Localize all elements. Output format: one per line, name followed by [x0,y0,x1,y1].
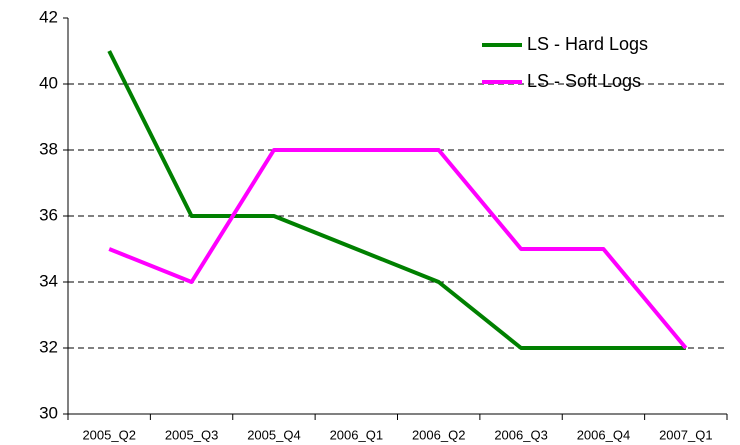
y-tick-label: 32 [39,337,58,356]
series-line [107,50,686,350]
y-tick-label: 36 [39,205,58,224]
x-tick-label: 2007_Q1 [659,427,713,442]
x-tick-label: 2006_Q1 [330,427,384,442]
y-tick-label: 40 [39,73,58,92]
legend-label: LS - Soft Logs [527,71,641,91]
x-tick-label: 2006_Q4 [577,427,631,442]
x-tick-label: 2006_Q2 [412,427,466,442]
y-tick-label: 34 [39,271,58,290]
x-tick-label: 2005_Q3 [165,427,219,442]
series-line [108,148,688,350]
y-tick-label: 30 [39,403,58,422]
y-tick-label: 38 [39,139,58,158]
legend-label: LS - Hard Logs [527,34,648,54]
x-tick-label: 2005_Q2 [82,427,136,442]
y-tick-label: 42 [39,7,58,26]
x-tick-label: 2006_Q3 [494,427,548,442]
x-tick-label: 2005_Q4 [247,427,301,442]
